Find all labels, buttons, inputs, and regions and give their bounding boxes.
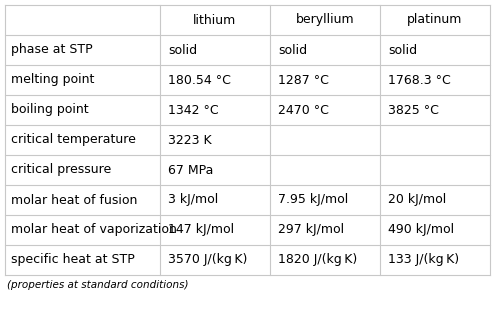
Text: 1342 °C: 1342 °C [168, 104, 219, 116]
Text: phase at STP: phase at STP [11, 43, 93, 57]
Text: 2470 °C: 2470 °C [278, 104, 329, 116]
Text: 1287 °C: 1287 °C [278, 74, 329, 87]
Text: lithium: lithium [194, 13, 237, 26]
Text: melting point: melting point [11, 74, 95, 87]
Text: critical temperature: critical temperature [11, 133, 136, 146]
Text: solid: solid [168, 43, 197, 57]
Text: specific heat at STP: specific heat at STP [11, 253, 135, 267]
Text: 1820 J/(kg K): 1820 J/(kg K) [278, 253, 357, 267]
Text: platinum: platinum [407, 13, 463, 26]
Text: 1768.3 °C: 1768.3 °C [388, 74, 451, 87]
Text: 297 kJ/mol: 297 kJ/mol [278, 223, 344, 236]
Text: 133 J/(kg K): 133 J/(kg K) [388, 253, 459, 267]
Text: (properties at standard conditions): (properties at standard conditions) [7, 280, 189, 290]
Text: solid: solid [388, 43, 417, 57]
Text: 3825 °C: 3825 °C [388, 104, 439, 116]
Text: 3570 J/(kg K): 3570 J/(kg K) [168, 253, 248, 267]
Text: beryllium: beryllium [296, 13, 354, 26]
Text: 490 kJ/mol: 490 kJ/mol [388, 223, 454, 236]
Text: molar heat of fusion: molar heat of fusion [11, 194, 138, 206]
Text: 147 kJ/mol: 147 kJ/mol [168, 223, 234, 236]
Text: solid: solid [278, 43, 307, 57]
Text: 3223 K: 3223 K [168, 133, 212, 146]
Text: critical pressure: critical pressure [11, 164, 111, 177]
Text: 3 kJ/mol: 3 kJ/mol [168, 194, 218, 206]
Text: 20 kJ/mol: 20 kJ/mol [388, 194, 446, 206]
Text: molar heat of vaporization: molar heat of vaporization [11, 223, 177, 236]
Text: 67 MPa: 67 MPa [168, 164, 213, 177]
Text: boiling point: boiling point [11, 104, 89, 116]
Text: 7.95 kJ/mol: 7.95 kJ/mol [278, 194, 348, 206]
Text: 180.54 °C: 180.54 °C [168, 74, 231, 87]
